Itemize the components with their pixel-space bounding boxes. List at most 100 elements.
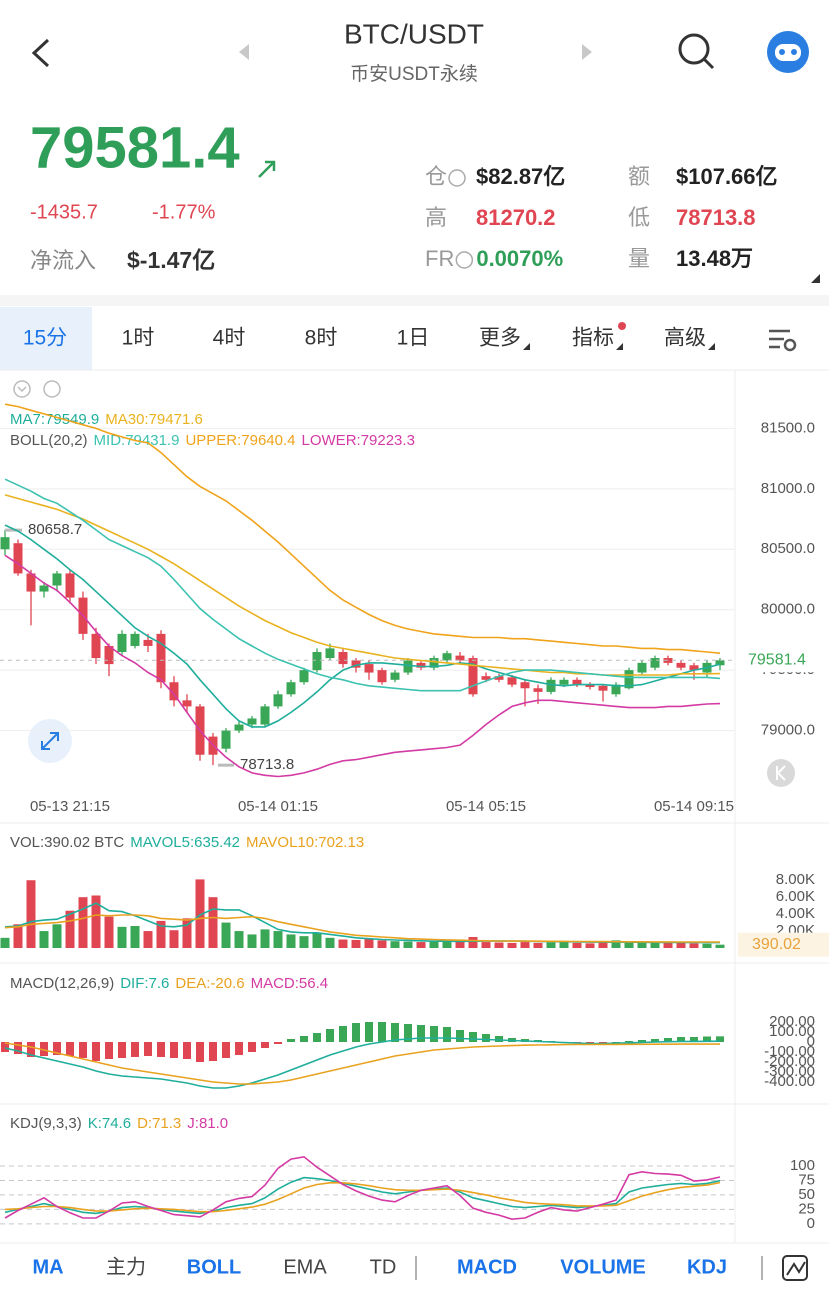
indicator-line	[4, 1037, 721, 1089]
indicator-tab[interactable]: VOLUME	[560, 1256, 646, 1278]
macd-bar	[456, 1030, 464, 1042]
candle-body	[494, 676, 504, 680]
macd-bar	[469, 1032, 477, 1042]
volume-bar	[663, 942, 673, 948]
interval-tab[interactable]: 更多	[479, 327, 521, 350]
scroll-latest-button[interactable]	[767, 759, 795, 787]
volume-bar	[273, 931, 283, 948]
indicator-tab[interactable]: KDJ	[687, 1256, 727, 1278]
legend-entry: MAVOL5:635.42	[130, 834, 240, 851]
indicator-tab[interactable]: EMA	[283, 1256, 327, 1278]
indicator-tab[interactable]: MA	[32, 1256, 63, 1278]
candle-body	[169, 682, 179, 701]
candle-body	[624, 670, 634, 689]
macd-bar	[183, 1042, 191, 1059]
next-symbol[interactable]	[582, 44, 592, 60]
indicator-tab[interactable]: BOLL	[187, 1256, 241, 1278]
volume-bar	[156, 920, 166, 948]
volume-bar	[715, 944, 725, 948]
candle-body	[234, 724, 244, 731]
volume-bar	[143, 931, 153, 948]
volume-bar	[234, 931, 244, 948]
candle-body	[390, 672, 400, 680]
indicator-tab[interactable]: 主力	[106, 1255, 146, 1278]
scroll-latest-icon	[776, 765, 786, 781]
candle-body	[260, 706, 270, 725]
interval-tab[interactable]: 1时	[122, 327, 155, 350]
stat-label: 高	[425, 205, 447, 230]
interval-tab[interactable]: 高级	[664, 327, 706, 350]
macd-bar	[261, 1042, 269, 1048]
macd-bar	[430, 1026, 438, 1042]
collapse-icon	[17, 386, 27, 393]
macd-bar	[391, 1023, 399, 1042]
macd-bar	[404, 1024, 412, 1042]
interval-tab[interactable]: 1日	[397, 327, 430, 350]
dropdown-indicator	[616, 343, 623, 350]
volume-bar	[0, 937, 10, 948]
y-tick-label: 81500.0	[761, 419, 815, 436]
macd-bar	[378, 1022, 386, 1042]
volume-bar	[676, 942, 686, 948]
stat-label: 仓	[425, 164, 447, 189]
search-button[interactable]	[678, 33, 715, 70]
macd-bar	[651, 1039, 659, 1042]
volume-bar	[104, 916, 114, 948]
collapse-icon[interactable]	[13, 380, 31, 398]
stat-label: FR	[425, 246, 454, 271]
draw-tool-button[interactable]	[782, 1255, 808, 1281]
interval-tab[interactable]: 指标	[572, 327, 614, 350]
indicator-settings-icon[interactable]	[43, 380, 61, 398]
legend-entry: KDJ(9,3,3)	[10, 1115, 82, 1132]
chart-settings-button[interactable]	[769, 329, 797, 352]
expand-corner[interactable]	[811, 274, 820, 283]
badge-dot	[618, 322, 626, 330]
assistant-button[interactable]	[767, 31, 809, 73]
macd-bar	[170, 1042, 178, 1058]
candle-body	[715, 660, 725, 666]
macd-bar	[339, 1026, 347, 1042]
indicator-line	[4, 478, 721, 692]
legend-entry: LOWER:79223.3	[302, 432, 415, 449]
indicator-tab[interactable]: MACD	[457, 1256, 517, 1278]
interval-tab[interactable]: 8时	[305, 327, 338, 350]
candle-body	[650, 658, 660, 668]
candle-body	[546, 679, 556, 692]
last-price-tag	[738, 648, 829, 673]
prev-symbol[interactable]	[239, 44, 249, 60]
candle-body	[13, 543, 23, 574]
legend-entry: J:81.0	[187, 1115, 228, 1132]
macd-bar	[443, 1027, 451, 1042]
macd-bar	[690, 1037, 698, 1042]
volume-bar	[624, 942, 634, 948]
candle-body	[429, 658, 439, 668]
price-change: -1435.7	[30, 201, 98, 223]
volume-bar	[169, 930, 179, 948]
candle-body	[104, 645, 114, 665]
interval-tab[interactable]: 4时	[213, 327, 246, 350]
y-tick-label: -100.00	[764, 1043, 815, 1060]
help-icon[interactable]	[455, 251, 474, 269]
x-tick-label: 05-14 01:15	[238, 798, 318, 815]
help-icon[interactable]	[448, 169, 466, 187]
macd-bar	[131, 1042, 139, 1057]
candle-body	[117, 633, 127, 652]
volume-bar	[221, 922, 231, 948]
macd-bar	[313, 1033, 321, 1042]
macd-bar	[66, 1042, 74, 1056]
avatar-face	[775, 44, 801, 61]
macd-bar	[638, 1040, 646, 1042]
volume-bar	[377, 940, 387, 948]
macd-bar	[625, 1041, 633, 1042]
x-tick-label: 05-13 21:15	[30, 798, 110, 815]
indicator-line	[4, 524, 721, 728]
volume-bar	[702, 943, 712, 948]
stat-value: 13.48万	[676, 246, 753, 271]
indicator-tab[interactable]: TD	[370, 1256, 397, 1278]
interval-tab[interactable]: 15分	[23, 327, 67, 350]
back-button[interactable]	[31, 38, 50, 68]
macd-bar	[703, 1036, 711, 1042]
legend-entry: D:71.3	[137, 1115, 181, 1132]
